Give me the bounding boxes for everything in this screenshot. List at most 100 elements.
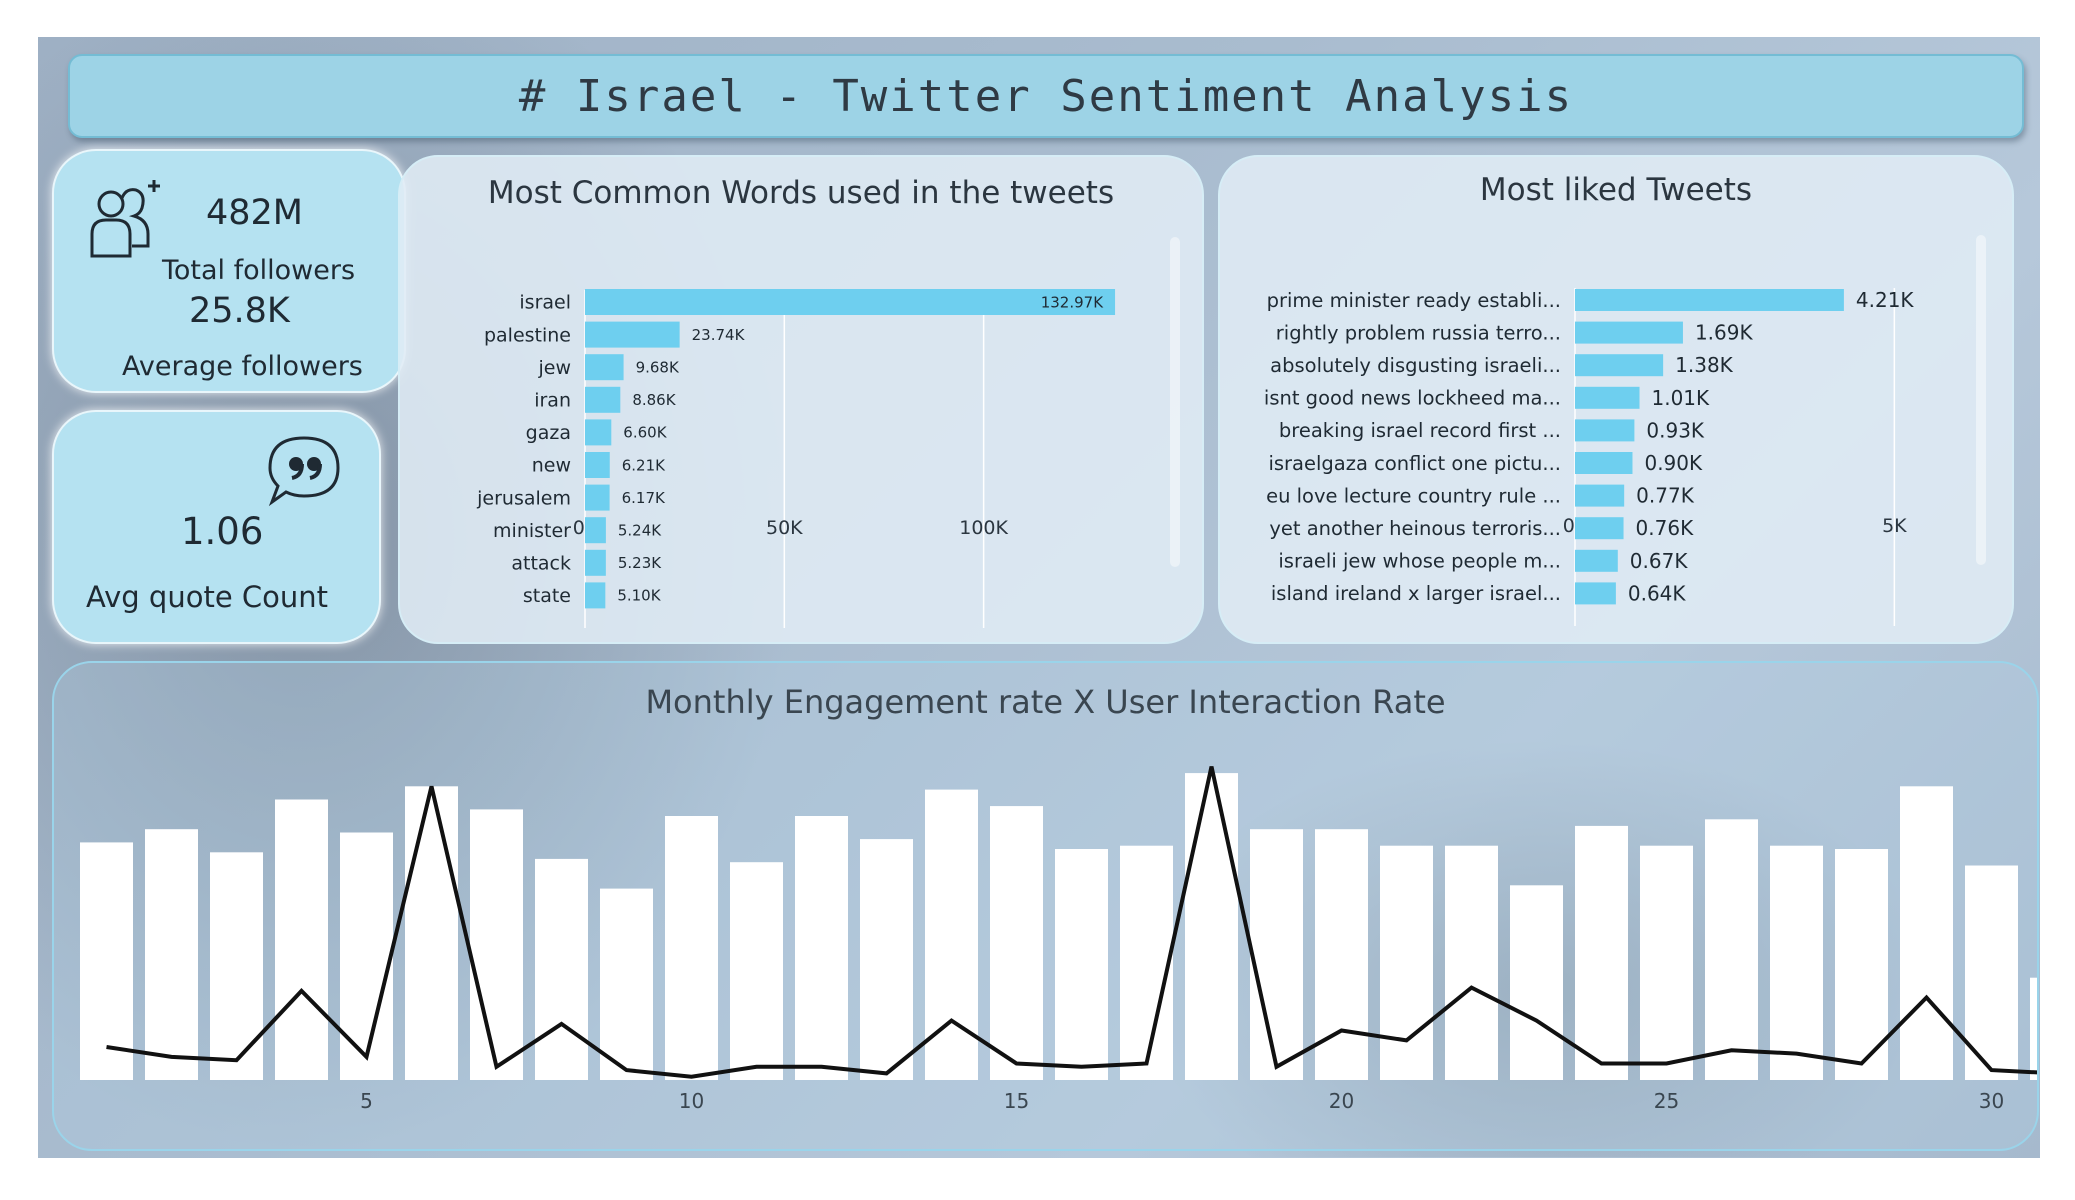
chart-scrollbar[interactable] — [1976, 235, 1986, 565]
dashboard-canvas: # Israel - Twitter Sentiment Analysis 48… — [38, 37, 2040, 1158]
data-label: 5.24K — [618, 521, 662, 539]
quote-kpi-card: 1.06 Avg quote Count — [52, 410, 381, 644]
data-label: 5.23K — [618, 554, 662, 572]
engagement-title: Monthly Engagement rate X User Interacti… — [645, 683, 1446, 721]
column-bar — [210, 852, 263, 1080]
bar — [585, 289, 1116, 315]
liked-tweets-title: Most liked Tweets — [1479, 172, 1753, 208]
bar — [1575, 582, 1616, 605]
x-tick-label: 20 — [1329, 1089, 1354, 1113]
bar — [585, 321, 680, 348]
x-tick-label: 5 — [360, 1089, 373, 1113]
column-bar — [1770, 845, 1823, 1080]
data-label: 0.90K — [1644, 451, 1703, 475]
bar — [1575, 354, 1664, 377]
column-bar — [1380, 845, 1433, 1080]
column-bar — [340, 832, 393, 1080]
data-label: 0.76K — [1636, 516, 1695, 540]
data-label: 6.17K — [622, 489, 666, 507]
bar — [585, 549, 606, 576]
column-bar — [1055, 849, 1108, 1080]
category-label: eu love lecture country rule ... — [1266, 484, 1561, 507]
column-bar — [1575, 825, 1628, 1080]
column-bar — [1705, 819, 1758, 1080]
column-bar — [665, 816, 718, 1080]
data-label: 0.67K — [1630, 549, 1689, 573]
x-tick-label: 100K — [959, 517, 1008, 539]
data-label: 0.64K — [1628, 581, 1687, 605]
column-bar — [1510, 885, 1563, 1080]
bar — [1575, 419, 1635, 442]
bar — [585, 386, 621, 413]
bar — [1575, 452, 1633, 474]
average-followers-label: Average followers — [122, 351, 363, 382]
data-label: 1.01K — [1652, 386, 1711, 410]
common-words-panel: Most Common Words used in the tweets 0K5… — [398, 155, 1204, 644]
column-bar — [1835, 849, 1888, 1080]
category-label: minister — [493, 520, 571, 542]
data-label: 4.21K — [1856, 288, 1915, 312]
category-label: isnt good news lockheed ma... — [1264, 387, 1561, 410]
data-label: 5.10K — [617, 587, 661, 605]
bar — [585, 452, 610, 478]
liked-tweets-panel: Most liked Tweets 0K5Kprime minister rea… — [1218, 155, 2014, 644]
column-bar — [275, 799, 328, 1080]
column-bar — [145, 829, 198, 1080]
data-label: 0.77K — [1636, 484, 1695, 508]
bar — [1575, 517, 1624, 540]
column-bar — [795, 816, 848, 1080]
title-bar: # Israel - Twitter Sentiment Analysis — [68, 54, 2024, 138]
category-label: state — [523, 585, 571, 607]
x-tick-label: 15 — [1004, 1089, 1029, 1113]
column-bar — [1120, 845, 1173, 1080]
data-label: 1.69K — [1695, 321, 1754, 345]
category-label: prime minister ready establi... — [1267, 289, 1561, 312]
data-label: 6.21K — [622, 456, 666, 474]
x-tick-label: 25 — [1654, 1089, 1679, 1113]
data-label: 0.93K — [1646, 418, 1705, 442]
column-bar — [1185, 773, 1238, 1080]
column-bar — [1965, 865, 2018, 1080]
column-bar — [860, 839, 913, 1080]
column-bar — [535, 858, 588, 1080]
category-label: israeli jew whose people m... — [1278, 550, 1561, 573]
category-label: yet another heinous terroris... — [1269, 517, 1561, 540]
category-label: jerusalem — [476, 487, 571, 509]
column-bar — [600, 888, 653, 1080]
column-bar — [470, 809, 523, 1080]
bar — [585, 517, 606, 544]
column-bar — [1250, 829, 1303, 1080]
engagement-panel: Monthly Engagement rate X User Interacti… — [52, 661, 2039, 1151]
avg-quote-value: 1.06 — [181, 510, 264, 553]
data-label: 23.74K — [692, 326, 746, 344]
category-label: israel — [519, 292, 571, 314]
data-label: 6.60K — [623, 424, 667, 442]
total-followers-value: 482M — [206, 193, 304, 233]
category-label: attack — [511, 552, 571, 574]
engagement-chart: 5 10 15 20 25 30 — [80, 766, 2037, 1113]
chart-scrollbar[interactable] — [1170, 237, 1180, 567]
column-bar — [1445, 845, 1498, 1080]
column-bar — [80, 842, 133, 1080]
bar — [585, 582, 606, 609]
quote-bubble-icon — [268, 436, 340, 507]
bar — [1575, 484, 1625, 507]
data-label: 1.38K — [1675, 353, 1734, 377]
column-bar — [990, 806, 1043, 1080]
category-label: breaking israel record first ... — [1279, 419, 1561, 442]
bar — [1575, 386, 1640, 409]
category-label: jew — [537, 357, 571, 379]
category-label: israelgaza conflict one pictu... — [1268, 452, 1561, 475]
bar — [585, 484, 610, 511]
bar — [1575, 549, 1618, 572]
bar — [585, 354, 624, 381]
add-user-icon — [90, 180, 160, 258]
page-title: # Israel - Twitter Sentiment Analysis — [518, 70, 1574, 122]
category-label: absolutely disgusting israeli... — [1270, 354, 1561, 377]
x-tick-label: 50K — [766, 517, 803, 539]
data-label: 132.97K — [1041, 293, 1104, 311]
average-followers-value: 25.8K — [189, 291, 290, 331]
data-label: 8.86K — [632, 391, 676, 409]
column-bar — [1900, 786, 1953, 1080]
common-words-chart: 0K50K100Kisrael132.97Kpalestine23.74Kjew… — [476, 289, 1116, 628]
